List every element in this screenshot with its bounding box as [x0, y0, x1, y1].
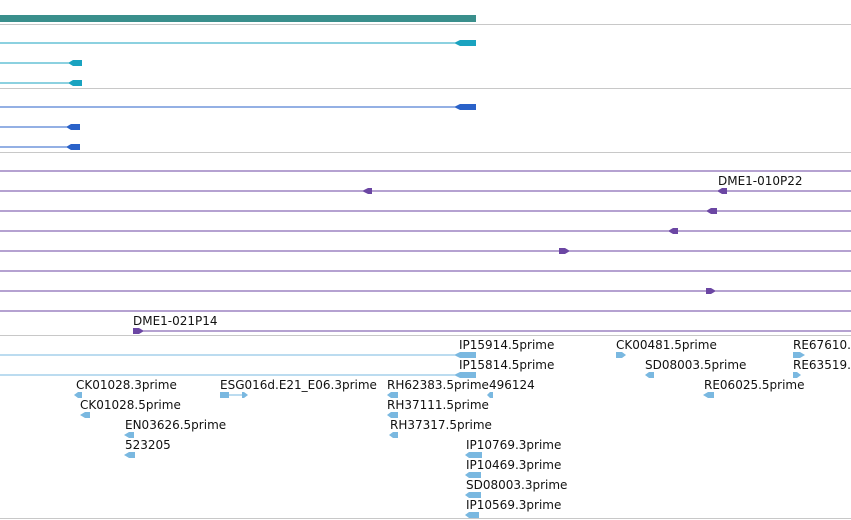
est-label[interactable]: CK00481.5prime [616, 338, 717, 352]
est-label[interactable]: SD08003.5prime [645, 358, 747, 372]
left-arrowhead-icon[interactable] [387, 392, 398, 398]
left-arrowhead-icon [454, 40, 476, 46]
bac-label[interactable]: DME1-010P22 [718, 174, 803, 188]
left-arrowhead-icon[interactable] [80, 412, 90, 418]
est-label[interactable]: SD08003.3prime [466, 478, 568, 492]
left-arrowhead-icon[interactable] [387, 412, 398, 418]
transcript-cyan-3[interactable] [0, 80, 82, 86]
transcript-blue-3[interactable] [0, 144, 80, 150]
bac-line[interactable] [0, 188, 851, 194]
est-label[interactable]: CK01028.5prime [80, 398, 181, 412]
est-label[interactable]: RE63519. [793, 358, 851, 372]
left-arrowhead-icon [454, 352, 476, 358]
bac-line[interactable] [0, 228, 851, 234]
est-label[interactable]: EN03626.5prime [125, 418, 227, 432]
track-separator [0, 24, 851, 25]
left-arrowhead-icon [454, 104, 476, 110]
est-label[interactable]: RE06025.5prime [704, 378, 805, 392]
right-arrowhead-icon [133, 328, 144, 334]
left-arrowhead-icon [68, 60, 82, 66]
est-label[interactable]: IP10769.3prime [466, 438, 562, 452]
track-separator [0, 335, 851, 336]
left-arrowhead-icon [717, 188, 727, 194]
right-arrowhead-icon[interactable] [793, 352, 805, 358]
left-arrowhead-icon [454, 372, 476, 378]
left-arrowhead-icon[interactable] [124, 452, 135, 458]
left-arrowhead-icon[interactable] [74, 392, 82, 398]
bac-line[interactable] [0, 288, 851, 294]
est-label[interactable]: RH37317.5prime [390, 418, 492, 432]
left-arrowhead-icon [362, 188, 372, 194]
right-arrowhead-icon [559, 248, 570, 254]
bac-line[interactable] [0, 208, 851, 214]
bac-line[interactable] [0, 248, 851, 254]
left-arrowhead-icon[interactable] [465, 492, 481, 498]
right-arrowhead-icon[interactable] [793, 372, 801, 378]
est-feature[interactable] [0, 372, 476, 378]
left-arrowhead-icon [66, 144, 80, 150]
left-arrowhead-icon[interactable] [465, 512, 479, 518]
right-arrowhead-icon[interactable] [616, 352, 626, 358]
left-arrowhead-icon[interactable] [703, 392, 714, 398]
est-feature[interactable] [220, 392, 248, 398]
left-arrowhead-icon[interactable] [487, 392, 493, 398]
transcript-cyan-1[interactable] [0, 40, 476, 46]
est-label[interactable]: RH37111.5prime [387, 398, 489, 412]
left-arrowhead-icon [66, 124, 80, 130]
transcript-cyan-2[interactable] [0, 60, 82, 66]
left-arrowhead-icon[interactable] [645, 372, 654, 378]
transcript-blue-1[interactable] [0, 104, 476, 110]
left-arrowhead-icon [706, 208, 717, 214]
est-label[interactable]: 496124 [489, 378, 535, 392]
est-label[interactable]: RH62383.5prime [387, 378, 489, 392]
est-label[interactable]: IP10569.3prime [466, 498, 562, 512]
left-arrowhead-icon [68, 80, 82, 86]
left-arrowhead-icon[interactable] [465, 452, 482, 458]
left-arrowhead-icon[interactable] [465, 472, 481, 478]
track-separator [0, 88, 851, 89]
right-arrowhead-icon [706, 288, 716, 294]
track-separator [0, 152, 851, 153]
transcript-blue-2[interactable] [0, 124, 80, 130]
gene-bar[interactable] [0, 15, 476, 22]
right-arrowhead-icon [242, 392, 248, 398]
est-label[interactable]: IP15914.5prime [459, 338, 555, 352]
est-label[interactable]: ESG016d.E21_E06.3prime [220, 378, 377, 392]
bac-label[interactable]: DME1-021P14 [133, 314, 218, 328]
est-feature[interactable] [0, 352, 476, 358]
left-arrowhead-icon [668, 228, 678, 234]
est-label[interactable]: RE67610. [793, 338, 851, 352]
est-label[interactable]: 523205 [125, 438, 171, 452]
left-arrowhead-icon[interactable] [389, 432, 398, 438]
bac-line[interactable] [133, 328, 851, 334]
left-arrowhead-icon[interactable] [124, 432, 134, 438]
est-label[interactable]: IP15814.5prime [459, 358, 555, 372]
track-separator [0, 518, 851, 519]
est-label[interactable]: CK01028.3prime [76, 378, 177, 392]
est-label[interactable]: IP10469.3prime [466, 458, 562, 472]
